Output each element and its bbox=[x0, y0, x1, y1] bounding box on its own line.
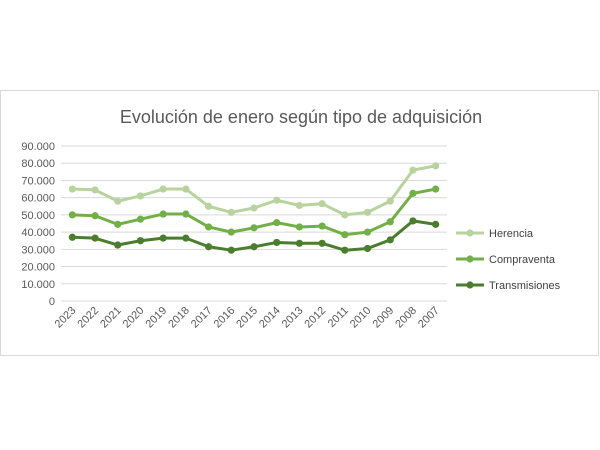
x-tick-label: 2009 bbox=[371, 305, 397, 331]
legend-swatch-marker bbox=[466, 281, 474, 289]
data-point-compraventa bbox=[250, 224, 258, 232]
data-point-herencia bbox=[386, 197, 394, 205]
data-point-compraventa bbox=[432, 185, 440, 193]
data-point-compraventa bbox=[295, 223, 304, 231]
series-layer bbox=[68, 162, 440, 254]
x-tick-label: 2007 bbox=[416, 305, 442, 331]
x-tick-label: 2018 bbox=[166, 305, 192, 331]
data-point-transmisiones bbox=[68, 233, 76, 241]
y-tick-label: 30.000 bbox=[21, 244, 55, 256]
legend-item-herencia: Herencia bbox=[456, 228, 534, 240]
data-point-herencia bbox=[136, 192, 145, 200]
data-point-transmisiones bbox=[341, 246, 349, 254]
chart-frame: Evolución de enero según tipo de adquisi… bbox=[0, 90, 599, 356]
y-tick-label: 90.000 bbox=[21, 141, 55, 153]
legend-label: Compraventa bbox=[489, 254, 556, 266]
legend-item-transmisiones: Transmisiones bbox=[456, 280, 561, 292]
y-tick-label: 10.000 bbox=[21, 279, 55, 291]
data-point-herencia bbox=[318, 200, 326, 208]
data-point-compraventa bbox=[114, 220, 122, 228]
y-tick-label: 70.000 bbox=[21, 175, 55, 187]
x-tick-label: 2019 bbox=[143, 305, 169, 331]
data-point-transmisiones bbox=[386, 236, 394, 244]
y-tick-label: 60.000 bbox=[21, 193, 55, 205]
gridlines bbox=[61, 145, 447, 302]
y-tick-label: 40.000 bbox=[21, 227, 55, 239]
legend-label: Herencia bbox=[489, 228, 534, 240]
data-point-transmisiones bbox=[91, 234, 99, 242]
legend-label: Transmisiones bbox=[489, 280, 561, 292]
data-point-transmisiones bbox=[295, 239, 304, 247]
y-tick-label: 80.000 bbox=[21, 158, 55, 170]
x-tick-label: 2011 bbox=[326, 305, 351, 330]
x-tick-label: 2013 bbox=[280, 305, 306, 331]
data-point-compraventa bbox=[386, 218, 394, 226]
legend: Herencia Compraventa Transmisiones bbox=[456, 228, 561, 292]
data-point-herencia bbox=[91, 186, 99, 194]
data-point-herencia bbox=[68, 185, 76, 193]
x-tick-label: 2014 bbox=[257, 305, 283, 331]
data-point-herencia bbox=[114, 197, 122, 205]
data-point-transmisiones bbox=[318, 239, 326, 247]
series-herencia bbox=[68, 162, 440, 219]
data-point-compraventa bbox=[318, 222, 326, 230]
data-point-herencia bbox=[363, 208, 372, 216]
data-point-compraventa bbox=[159, 210, 167, 218]
data-point-herencia bbox=[227, 208, 235, 216]
series-transmisiones bbox=[68, 217, 440, 254]
x-tick-label: 2023 bbox=[53, 305, 79, 331]
data-point-transmisiones bbox=[432, 220, 440, 228]
x-tick-label: 2021 bbox=[98, 305, 124, 331]
legend-swatch-marker bbox=[466, 229, 474, 237]
chart-title: Evolución de enero según tipo de adquisi… bbox=[120, 107, 482, 127]
data-point-compraventa bbox=[227, 228, 235, 236]
legend-swatch-marker bbox=[466, 255, 474, 263]
data-point-compraventa bbox=[273, 219, 281, 227]
x-tick-label: 2017 bbox=[189, 305, 215, 331]
data-point-compraventa bbox=[136, 215, 145, 223]
series-compraventa bbox=[68, 185, 440, 239]
y-tick-label: 0 bbox=[49, 296, 55, 308]
data-point-compraventa bbox=[204, 223, 213, 231]
x-tick-label: 2016 bbox=[212, 305, 238, 331]
data-point-transmisiones bbox=[182, 234, 190, 242]
data-point-transmisiones bbox=[114, 241, 122, 249]
x-tick-label: 2020 bbox=[121, 305, 147, 331]
data-point-herencia bbox=[409, 166, 417, 174]
data-point-herencia bbox=[204, 202, 213, 210]
data-point-herencia bbox=[432, 162, 440, 170]
data-point-transmisiones bbox=[136, 237, 145, 245]
data-point-compraventa bbox=[68, 211, 76, 219]
data-point-compraventa bbox=[182, 210, 190, 218]
y-axis-ticks: 0 10.000 20.000 30.000 40.000 50.000 60.000 70.… bbox=[21, 141, 55, 308]
data-point-herencia bbox=[341, 211, 349, 219]
data-point-herencia bbox=[295, 201, 304, 210]
data-point-herencia bbox=[159, 185, 167, 193]
data-point-compraventa bbox=[91, 212, 99, 220]
data-point-transmisiones bbox=[159, 234, 167, 242]
x-tick-label: 2008 bbox=[393, 305, 419, 331]
data-point-transmisiones bbox=[273, 238, 281, 247]
data-point-herencia bbox=[182, 185, 190, 193]
data-point-herencia bbox=[273, 196, 281, 204]
data-point-transmisiones bbox=[363, 244, 372, 253]
data-point-compraventa bbox=[341, 231, 349, 239]
y-tick-label: 50.000 bbox=[21, 210, 55, 222]
data-point-compraventa bbox=[363, 228, 372, 236]
x-tick-label: 2015 bbox=[234, 305, 260, 331]
y-tick-label: 20.000 bbox=[21, 262, 55, 274]
data-point-transmisiones bbox=[409, 217, 417, 225]
x-tick-label: 2012 bbox=[302, 305, 328, 331]
x-axis-ticks: 2023202220212020201920182017201620152014… bbox=[53, 305, 442, 331]
data-point-transmisiones bbox=[227, 246, 235, 254]
legend-item-compraventa: Compraventa bbox=[456, 254, 556, 266]
data-point-compraventa bbox=[409, 189, 417, 197]
data-point-transmisiones bbox=[250, 243, 258, 251]
x-tick-label: 2022 bbox=[75, 305, 101, 331]
data-point-transmisiones bbox=[204, 243, 213, 251]
line-chart: Evolución de enero según tipo de adquisi… bbox=[21, 107, 561, 331]
data-point-herencia bbox=[250, 204, 258, 212]
x-tick-label: 2010 bbox=[348, 305, 374, 331]
